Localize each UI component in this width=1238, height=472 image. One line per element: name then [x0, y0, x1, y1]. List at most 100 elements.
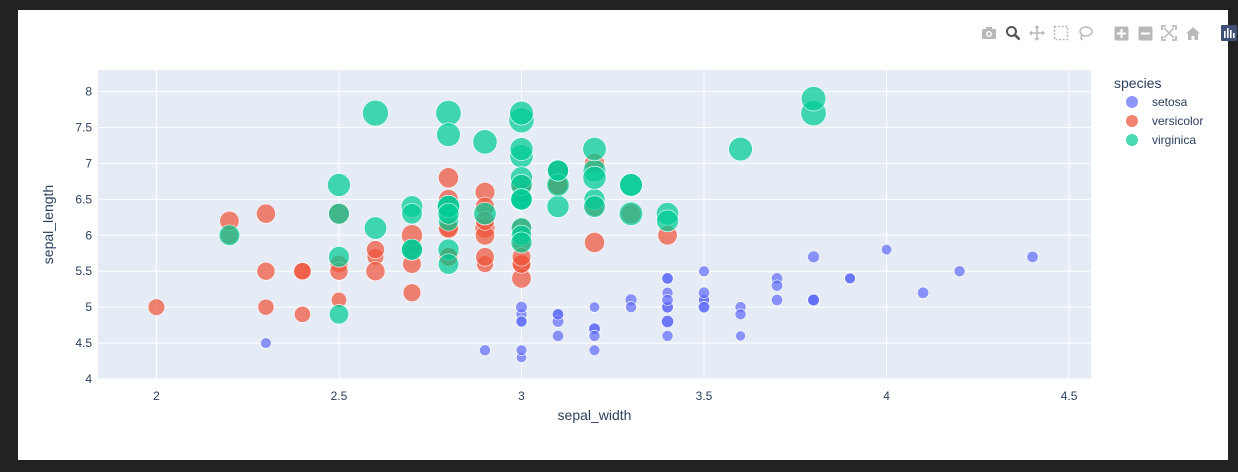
data-point-virginica[interactable]	[437, 253, 460, 275]
legend-marker-virginica	[1126, 134, 1138, 146]
data-point-versicolor[interactable]	[293, 262, 312, 281]
data-point-versicolor[interactable]	[257, 298, 275, 316]
x-tick-label: 3.5	[696, 389, 713, 403]
pan-icon[interactable]	[1028, 24, 1046, 42]
zoom-in-icon[interactable]	[1112, 24, 1130, 42]
data-points	[147, 86, 1039, 363]
data-point-setosa[interactable]	[807, 293, 820, 307]
data-point-versicolor[interactable]	[256, 203, 276, 224]
plotly-logo-icon[interactable]	[1220, 24, 1238, 42]
data-point-virginica[interactable]	[510, 231, 533, 254]
data-point-virginica[interactable]	[401, 238, 423, 261]
data-point-virginica[interactable]	[582, 136, 607, 162]
autoscale-icon[interactable]	[1160, 24, 1178, 42]
lasso-select-icon[interactable]	[1076, 24, 1094, 42]
data-point-virginica[interactable]	[362, 99, 389, 127]
data-point-setosa[interactable]	[479, 344, 491, 357]
data-point-versicolor[interactable]	[147, 298, 166, 316]
data-point-setosa[interactable]	[515, 315, 528, 328]
y-tick-label: 8	[85, 85, 92, 99]
data-point-setosa[interactable]	[807, 250, 820, 264]
legend-label-versicolor: versicolor	[1152, 114, 1203, 128]
data-point-virginica[interactable]	[401, 203, 423, 225]
data-point-virginica[interactable]	[582, 165, 607, 190]
data-point-setosa[interactable]	[552, 329, 564, 342]
camera-icon[interactable]	[980, 24, 998, 42]
data-point-versicolor[interactable]	[475, 247, 495, 267]
data-point-virginica[interactable]	[509, 137, 534, 161]
data-point-setosa[interactable]	[771, 293, 784, 306]
reset-axes-icon[interactable]	[1184, 24, 1202, 42]
data-point-virginica[interactable]	[473, 202, 497, 226]
data-point-versicolor[interactable]	[402, 283, 422, 302]
data-point-setosa[interactable]	[880, 244, 893, 256]
data-point-setosa[interactable]	[698, 286, 710, 299]
data-point-virginica[interactable]	[728, 136, 753, 162]
data-point-setosa[interactable]	[552, 308, 564, 321]
data-point-setosa[interactable]	[953, 265, 966, 278]
data-point-setosa[interactable]	[515, 344, 528, 356]
x-tick-label: 2.5	[331, 389, 348, 403]
data-point-virginica[interactable]	[509, 100, 534, 126]
data-point-setosa[interactable]	[260, 337, 272, 349]
data-point-setosa[interactable]	[661, 330, 674, 342]
data-point-virginica[interactable]	[437, 202, 460, 225]
data-point-virginica[interactable]	[363, 216, 387, 240]
box-select-icon[interactable]	[1052, 24, 1070, 42]
data-point-virginica[interactable]	[583, 195, 606, 218]
data-point-setosa[interactable]	[588, 344, 601, 356]
legend-item-versicolor[interactable]: versicolor	[1126, 114, 1203, 128]
data-point-virginica[interactable]	[328, 304, 349, 325]
series-virginica	[218, 86, 827, 325]
data-point-virginica[interactable]	[547, 159, 569, 182]
data-point-setosa[interactable]	[588, 301, 601, 313]
legend-item-virginica[interactable]: virginica	[1126, 133, 1196, 147]
data-point-virginica[interactable]	[327, 173, 351, 197]
data-point-virginica[interactable]	[800, 86, 827, 112]
figure-frame: 2 2.5 3 3.5 4 4.5 4 4.5 5 5.5 6 6.5 7 7.5 8 sepal_wid…	[18, 10, 1237, 460]
zoom-out-icon[interactable]	[1136, 24, 1154, 42]
data-point-virginica[interactable]	[328, 246, 350, 268]
data-point-setosa[interactable]	[625, 301, 637, 313]
legend-label-virginica: virginica	[1152, 133, 1196, 147]
data-point-virginica[interactable]	[618, 201, 644, 226]
x-tick-label: 4.5	[1061, 389, 1078, 403]
data-point-virginica[interactable]	[435, 100, 462, 127]
data-point-setosa[interactable]	[771, 279, 784, 292]
legend-label-setosa: setosa	[1152, 95, 1188, 109]
data-point-versicolor[interactable]	[584, 232, 605, 253]
data-point-versicolor[interactable]	[438, 167, 459, 189]
data-point-virginica[interactable]	[218, 224, 241, 246]
y-tick-label: 6	[85, 228, 92, 242]
data-point-virginica[interactable]	[436, 122, 461, 147]
data-point-setosa[interactable]	[661, 293, 674, 306]
data-point-setosa[interactable]	[697, 301, 711, 314]
data-point-virginica[interactable]	[472, 129, 498, 155]
data-point-setosa[interactable]	[917, 286, 930, 299]
data-point-versicolor[interactable]	[366, 240, 385, 260]
zoom-icon[interactable]	[1004, 24, 1022, 42]
y-tick-label: 7	[85, 156, 92, 170]
data-point-versicolor[interactable]	[256, 261, 276, 281]
data-point-setosa[interactable]	[735, 330, 746, 342]
data-point-versicolor[interactable]	[365, 261, 386, 282]
data-point-setosa[interactable]	[515, 301, 528, 314]
data-point-virginica[interactable]	[546, 195, 570, 218]
data-point-virginica[interactable]	[510, 188, 533, 211]
data-point-virginica[interactable]	[619, 173, 643, 197]
data-point-setosa[interactable]	[698, 265, 710, 277]
data-point-setosa[interactable]	[660, 314, 675, 329]
data-point-virginica[interactable]	[656, 209, 679, 233]
data-point-versicolor[interactable]	[294, 305, 311, 323]
y-tick-label: 7.5	[75, 120, 92, 134]
data-point-setosa[interactable]	[661, 272, 674, 285]
legend-marker-versicolor	[1126, 115, 1138, 127]
legend-item-setosa[interactable]: setosa	[1126, 95, 1188, 109]
data-point-setosa[interactable]	[588, 330, 601, 342]
data-point-setosa[interactable]	[1026, 250, 1039, 263]
data-point-setosa[interactable]	[734, 308, 747, 321]
series-setosa	[260, 244, 1039, 363]
legend-marker-setosa	[1126, 96, 1138, 108]
data-point-setosa[interactable]	[844, 272, 856, 285]
data-point-virginica[interactable]	[328, 203, 350, 225]
